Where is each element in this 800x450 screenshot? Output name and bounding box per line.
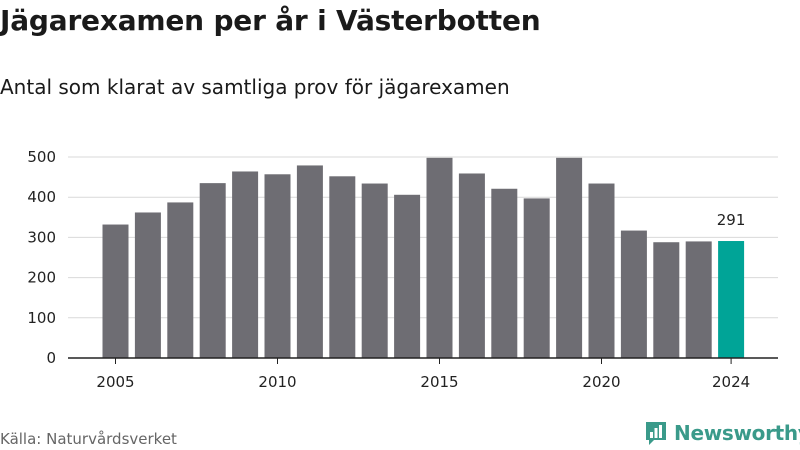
bar-chart: 0 100 200 300 400 500 2005 2010 2015 2020 2024 291 [27, 148, 778, 391]
x-tick-label: 2010 [258, 373, 296, 391]
bar-2012 [329, 176, 356, 358]
bar-2018 [523, 198, 550, 358]
y-tick-label: 500 [27, 148, 56, 166]
bar-2010 [264, 174, 291, 358]
y-tick-label: 0 [46, 349, 56, 367]
bar-2022 [653, 242, 680, 358]
x-tick-label: 2015 [420, 373, 458, 391]
bar-2021 [620, 230, 647, 358]
chart-title: Jägarexamen per år i Västerbotten [0, 4, 541, 37]
bar-2023 [685, 241, 712, 358]
bar-2005 [102, 224, 129, 358]
y-tick-label: 200 [27, 269, 56, 287]
bar-2006 [134, 212, 161, 358]
bar-2007 [167, 202, 194, 358]
brand-logo: Newsworthy [644, 420, 800, 446]
brand-name: Newsworthy [674, 421, 800, 445]
bar-2024 [718, 241, 745, 358]
bar-2015 [426, 157, 453, 358]
x-tick-label: 2024 [712, 373, 750, 391]
bar-2008 [199, 183, 226, 358]
x-tick-label: 2005 [96, 373, 134, 391]
bar-2016 [458, 173, 485, 358]
y-tick-label: 100 [27, 309, 56, 327]
chart-subtitle: Antal som klarat av samtliga prov för jä… [0, 75, 510, 99]
bar-2020 [588, 183, 615, 358]
bar-2017 [491, 188, 518, 358]
y-tick-label: 300 [27, 228, 56, 246]
newsworthy-chart-logo-icon [646, 422, 666, 445]
bar-2013 [361, 183, 388, 358]
bar-2014 [394, 194, 421, 358]
bar-2009 [232, 171, 259, 358]
y-tick-label: 400 [27, 188, 56, 206]
bar-2019 [556, 157, 583, 358]
data-label-2024: 291 [717, 211, 746, 229]
x-tick-label: 2020 [582, 373, 620, 391]
bar-2011 [296, 165, 323, 358]
source-note: Källa: Naturvårdsverket [0, 430, 177, 448]
